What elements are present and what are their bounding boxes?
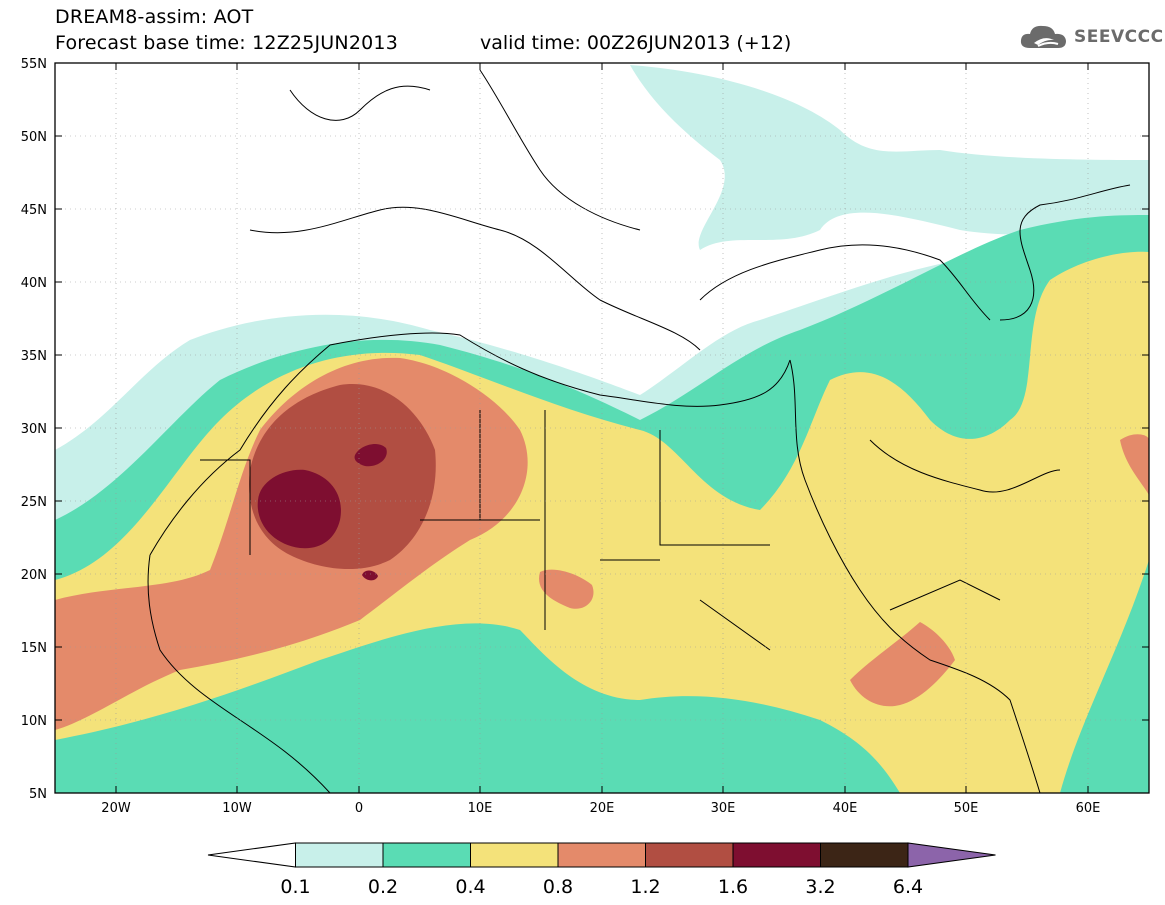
colorbar-swatch	[470, 842, 559, 868]
lon-label: 40E	[833, 801, 858, 816]
lat-label: 55N	[21, 57, 47, 72]
forecast-base-time: Forecast base time: 12Z25JUN2013	[55, 32, 398, 54]
lon-label: 30E	[711, 801, 736, 816]
colorbar-lower-extension	[207, 842, 296, 868]
lat-label: 45N	[21, 203, 47, 218]
aot-blob-0-8-a	[539, 569, 594, 609]
lat-label: 30N	[21, 422, 47, 437]
lat-label: 20N	[21, 568, 47, 583]
colorbar-swatch	[382, 842, 471, 868]
lat-label: 35N	[21, 349, 47, 364]
map-axes: 20W 10W 0 10E 20E 30E 40E 50E 60E 55N 50N 45N 40N 35N…	[21, 57, 1149, 816]
colorbar-label: 6.4	[893, 876, 923, 898]
lon-label: 20E	[590, 801, 615, 816]
valid-time: valid time: 00Z26JUN2013 (+12)	[480, 32, 792, 54]
colorbar-swatch	[732, 842, 821, 868]
lat-label: 50N	[21, 130, 47, 145]
coastlines	[147, 69, 1131, 793]
colorbar-swatch	[645, 842, 734, 868]
lon-label: 50E	[954, 801, 979, 816]
colorbar-swatch	[295, 842, 384, 868]
lon-label: 10W	[222, 801, 252, 816]
aot-band-0-1-north	[630, 65, 1149, 250]
graticule	[55, 63, 1149, 793]
lat-label: 15N	[21, 641, 47, 656]
aot-blob-0-8-c	[1120, 434, 1149, 495]
logo-label: SEEVCCC	[1074, 27, 1164, 47]
aot-blob-0-8-b	[850, 622, 955, 707]
aot-blob-1-6-a	[354, 444, 387, 467]
lat-label: 10N	[21, 714, 47, 729]
lon-label: 0	[355, 801, 363, 816]
map-title: DREAM8-assim: AOT	[55, 6, 254, 28]
colorbar-label: 0.1	[280, 876, 310, 898]
aot-blob-1-6-b	[362, 570, 378, 581]
seevccc-logo: SEEVCCC	[1018, 22, 1164, 52]
colorbar-label: 3.2	[805, 876, 835, 898]
aot-band-1-6	[257, 469, 341, 549]
colorbar-swatch	[557, 842, 646, 868]
lon-label: 20W	[101, 801, 131, 816]
colorbar-label: 0.2	[368, 876, 398, 898]
colorbar-label: 1.6	[718, 876, 748, 898]
colorbar-upper-extension	[907, 842, 996, 868]
lon-label: 10E	[468, 801, 493, 816]
colorbar-label: 0.4	[455, 876, 485, 898]
colorbar-label: 0.8	[543, 876, 573, 898]
colorbar-label: 1.2	[630, 876, 660, 898]
lat-label: 25N	[21, 495, 47, 510]
lon-label: 60E	[1076, 801, 1101, 816]
colorbar: 0.1 0.2 0.4 0.8 1.2 1.6 3.2 6.4	[207, 842, 996, 898]
cloud-icon	[1020, 25, 1066, 48]
colorbar-swatch	[820, 842, 909, 868]
lat-label: 5N	[29, 787, 47, 802]
lat-label: 40N	[21, 276, 47, 291]
